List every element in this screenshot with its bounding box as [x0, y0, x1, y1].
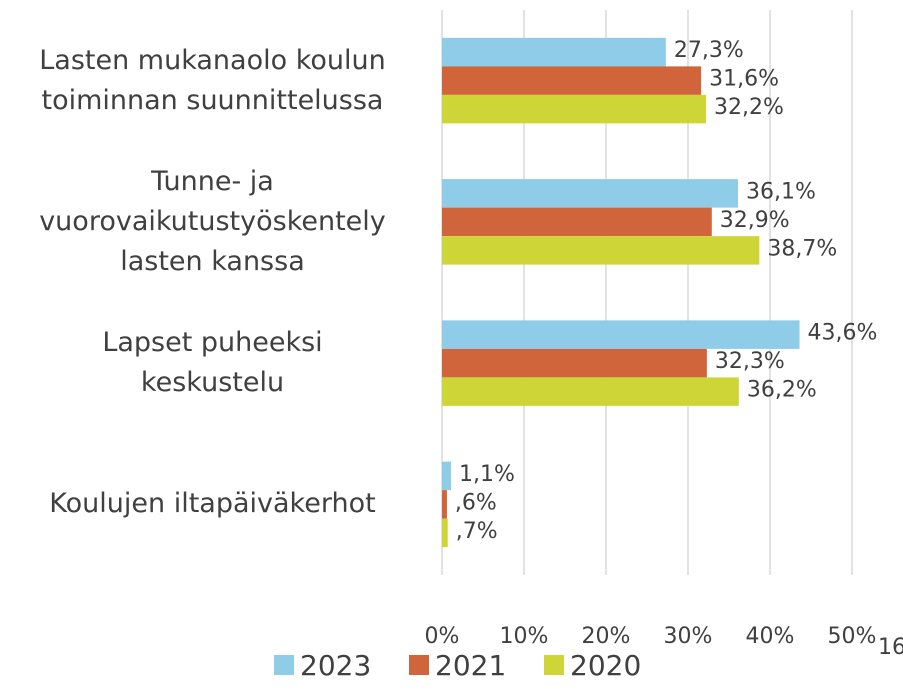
- x-tick-label: 40%: [746, 624, 795, 649]
- x-tick-label: 10%: [500, 624, 549, 649]
- category-label: Lapset puheeksi keskustelu: [102, 327, 323, 399]
- value-label: 43,6%: [808, 321, 878, 346]
- x-tick-label: 50%: [828, 624, 877, 649]
- bar: [442, 66, 702, 95]
- legend-label: 2023: [300, 649, 371, 682]
- bar: [442, 461, 452, 491]
- value-label: 27,3%: [674, 38, 744, 63]
- x-tick-label: 30%: [664, 624, 713, 649]
- category-label: Koulujen iltapäiväkerhot: [49, 488, 376, 520]
- value-label: 38,7%: [767, 236, 837, 261]
- bar: [442, 518, 448, 548]
- bar: [442, 490, 447, 519]
- value-label: 32,9%: [720, 208, 790, 233]
- legend-label: 2021: [435, 649, 506, 682]
- value-label: 32,2%: [714, 95, 784, 120]
- bar: [442, 320, 800, 349]
- legend-label: 2020: [570, 649, 641, 682]
- bar: [442, 377, 739, 406]
- legend-swatch: [409, 655, 429, 675]
- category-label: Lasten mukanaolo koulun toiminnan suunni…: [39, 44, 386, 116]
- value-label: 1,1%: [459, 462, 515, 487]
- bar: [442, 236, 760, 265]
- value-label: 31,6%: [709, 67, 779, 92]
- bar: [442, 94, 707, 124]
- value-label: 36,2%: [747, 378, 817, 403]
- value-label: 36,1%: [746, 179, 816, 204]
- page-number: 16: [878, 635, 903, 660]
- legend-swatch: [274, 655, 294, 675]
- value-label: ,6%: [455, 490, 497, 515]
- bar: [442, 37, 666, 67]
- category-label: Tunne- ja vuorovaikutustyöskentely laste…: [39, 165, 386, 277]
- bar: [442, 179, 739, 208]
- value-label: 32,3%: [715, 349, 785, 374]
- bar: [442, 348, 707, 378]
- value-label: ,7%: [456, 519, 498, 544]
- legend-swatch: [544, 655, 564, 675]
- x-tick-label: 20%: [582, 624, 631, 649]
- bar: [442, 207, 712, 237]
- x-tick-label: 0%: [425, 624, 460, 649]
